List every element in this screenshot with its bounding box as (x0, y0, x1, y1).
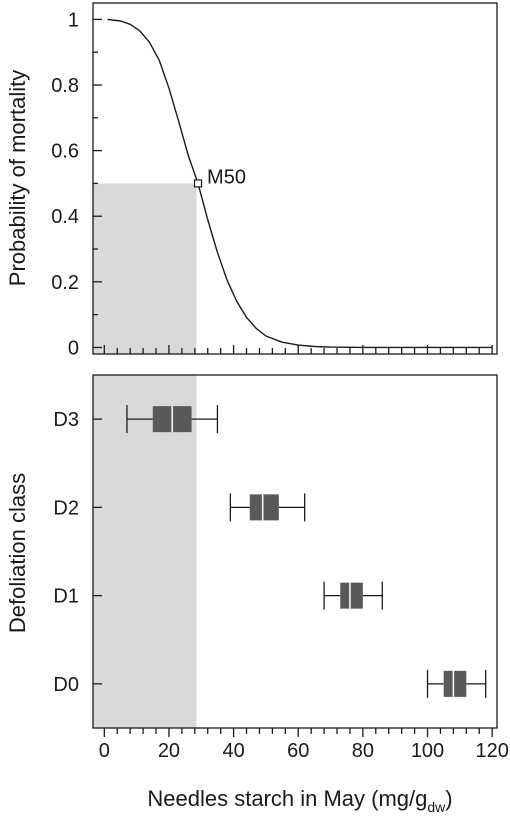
x-tick-label: 100 (411, 740, 444, 762)
m50-label: M50 (207, 166, 246, 188)
x-tick-label: 120 (475, 740, 508, 762)
x-axis-title-suffix: ) (445, 786, 452, 811)
x-axis-title-subscript: dw (427, 799, 446, 815)
x-axis-title-main: Needles starch in May (mg/g (147, 786, 427, 811)
mortality-curve (107, 18, 493, 349)
box-d2 (229, 493, 306, 522)
defoliation-panel: D3 D2 D1 D0 0 20 40 60 80 100 120 (53, 374, 509, 762)
y-axis-title-defoliation: Defoliation class (5, 473, 30, 633)
shaded-region-defoliation (93, 375, 197, 728)
category-label-d2: D2 (53, 497, 79, 519)
x-axis-title: Needles starch in May (mg/gdw) (147, 786, 452, 815)
y-tick-label: 1 (68, 9, 79, 31)
y-axis-title-mortality: Probability of mortality (5, 70, 30, 286)
x-tick-label: 60 (287, 740, 309, 762)
iqr-box (340, 582, 363, 609)
x-tick-label: 20 (158, 740, 180, 762)
y-tick-label: 0.2 (51, 272, 79, 294)
mortality-panel: M50 0 0.2 0.4 0.6 0.8 1 (51, 2, 498, 359)
category-label-d3: D3 (53, 409, 79, 431)
shaded-region-mortality (93, 183, 197, 354)
category-label-d1: D1 (53, 586, 79, 608)
category-label-d0: D0 (53, 674, 79, 696)
box-d3 (126, 405, 219, 434)
x-tick-label: 40 (222, 740, 244, 762)
plot-frame-mortality (92, 2, 498, 355)
iqr-box (443, 670, 467, 697)
y-tick-label: 0.4 (51, 206, 79, 228)
y-tick-label: 0 (68, 337, 79, 359)
m50-marker (193, 179, 203, 188)
x-tick-label: 0 (99, 740, 110, 762)
y-tick-label: 0.8 (51, 75, 79, 97)
box-d0 (426, 669, 487, 698)
iqr-box (249, 494, 279, 521)
box-d1 (323, 581, 383, 610)
y-tick-label: 0.6 (51, 141, 79, 163)
plot-frame-defoliation (92, 374, 498, 729)
x-tick-label: 80 (352, 740, 374, 762)
